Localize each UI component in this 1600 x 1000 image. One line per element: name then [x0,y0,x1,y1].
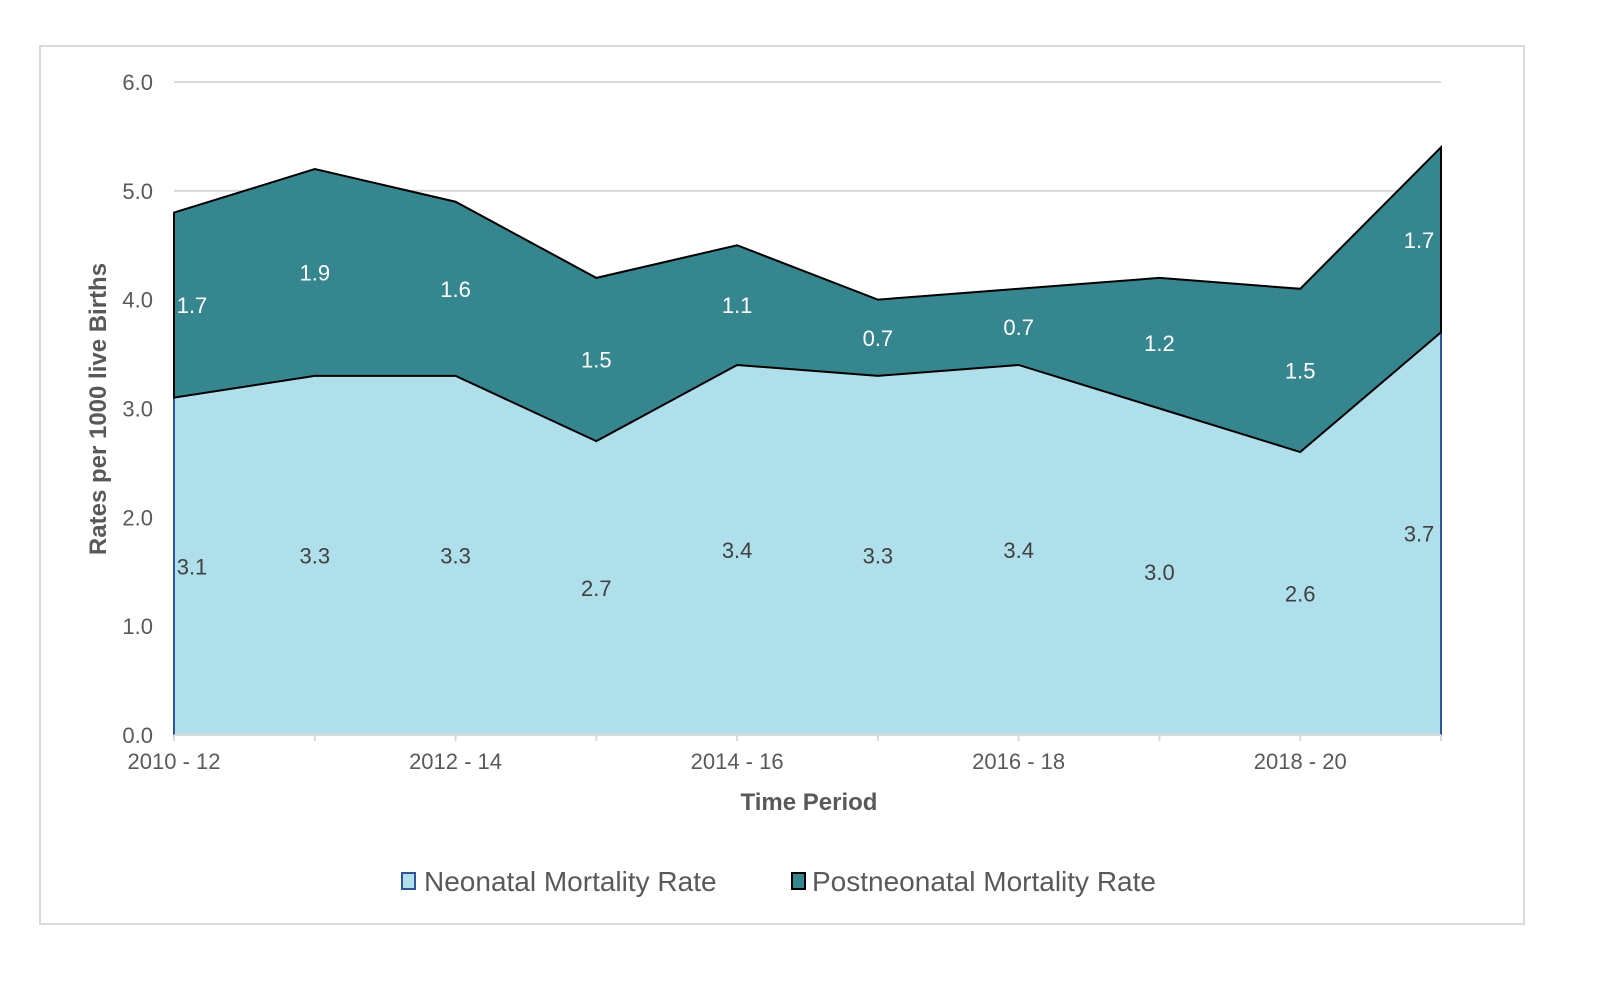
data-label-neonatal: 3.3 [863,543,894,568]
data-label-neonatal: 3.3 [440,543,471,568]
y-tick-label: 2.0 [122,505,153,530]
legend-label-postneonatal: Postneonatal Mortality Rate [812,866,1156,897]
data-label-postneonatal: 1.2 [1144,331,1175,356]
data-label-postneonatal: 0.7 [863,326,894,351]
x-tick-label: 2014 - 16 [691,749,784,774]
data-label-neonatal: 3.7 [1404,522,1435,547]
x-tick-label: 2016 - 18 [972,749,1065,774]
y-tick-label: 5.0 [122,179,153,204]
axes: 0.0 1.0 2.0 3.0 4.0 5.0 6.0 2010 - 12 2012 - 14 2… [122,70,1442,774]
data-label-postneonatal: 1.1 [722,293,753,318]
data-label-neonatal: 2.6 [1285,582,1316,607]
area-postneonatal [173,144,1442,454]
chart-frame: 0.0 1.0 2.0 3.0 4.0 5.0 6.0 2010 - 12 2012 - 14 2… [39,45,1525,925]
y-tick-label: 4.0 [122,288,153,313]
data-label-neonatal: 3.4 [1003,538,1034,563]
stacked-area-chart: 0.0 1.0 2.0 3.0 4.0 5.0 6.0 2010 - 12 2012 - 14 2… [85,70,1442,897]
data-label-postneonatal: 1.5 [1285,358,1316,383]
data-label-postneonatal: 1.7 [177,293,208,318]
y-tick-label: 3.0 [122,397,153,422]
y-axis-title: Rates per 1000 live Births [85,263,112,555]
data-label-postneonatal: 1.5 [581,348,612,373]
data-label-neonatal: 3.1 [177,554,208,579]
data-labels: 3.1 3.3 3.3 2.7 3.4 3.3 3.4 3.0 2.6 3.7 1.7 1.9 1.6 1… [177,228,1435,607]
x-axis-title: Time Period [741,789,878,816]
y-tick-label: 0.0 [122,723,153,748]
data-label-neonatal: 3.3 [299,543,330,568]
area-series [173,144,1442,735]
data-label-postneonatal: 0.7 [1003,315,1034,340]
data-label-neonatal: 2.7 [581,576,612,601]
y-tick-label: 6.0 [122,70,153,95]
legend-label-neonatal: Neonatal Mortality Rate [424,866,717,897]
data-label-postneonatal: 1.7 [1404,228,1435,253]
data-label-neonatal: 3.0 [1144,560,1175,585]
y-tick-label: 1.0 [122,614,153,639]
legend-swatch-neonatal [401,872,416,890]
data-label-postneonatal: 1.6 [440,277,471,302]
legend-swatch-postneonatal [791,872,806,890]
x-tick-label: 2018 - 20 [1254,749,1347,774]
x-tick-label: 2012 - 14 [409,749,502,774]
x-tick-label: 2010 - 12 [128,749,221,774]
data-label-postneonatal: 1.9 [299,260,330,285]
area-neonatal [174,332,1441,735]
legend: Neonatal Mortality Rate Postneonatal Mor… [401,866,1156,897]
data-label-neonatal: 3.4 [722,538,753,563]
